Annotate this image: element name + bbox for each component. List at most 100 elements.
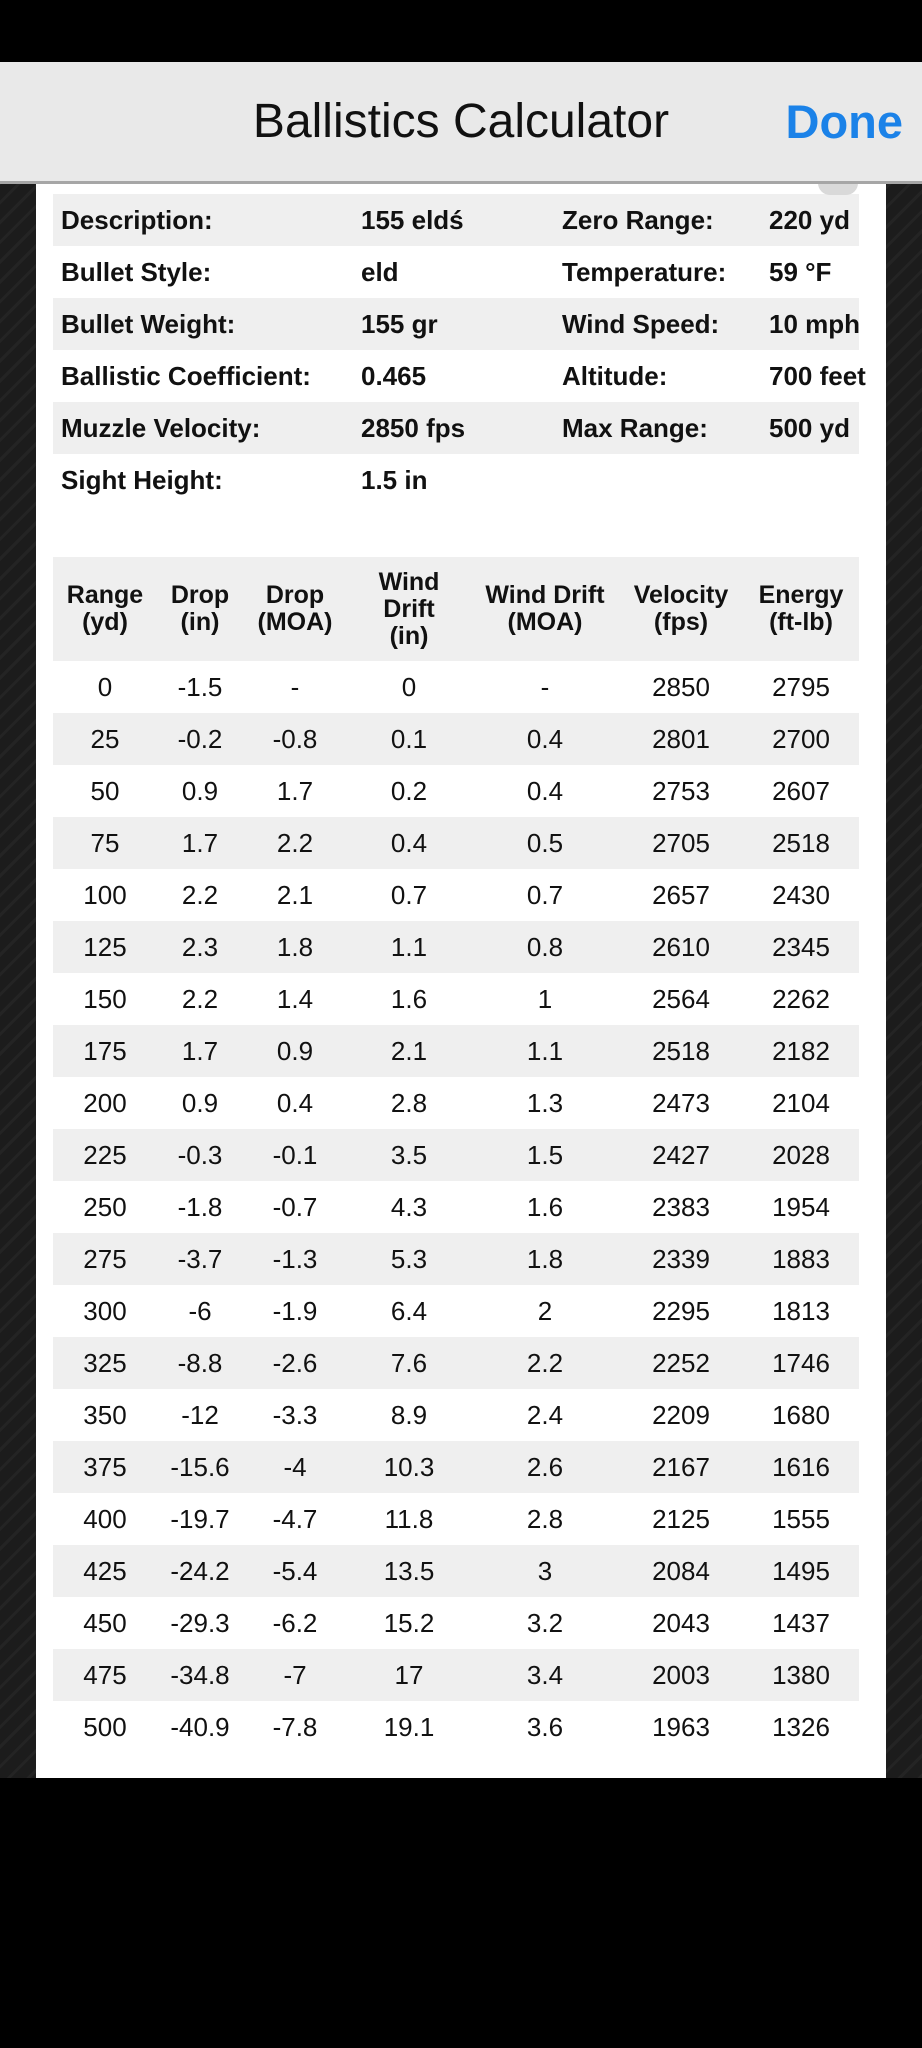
done-button[interactable]: Done	[785, 95, 904, 148]
cell-velocity: 2383	[652, 1192, 710, 1222]
cell-drop-in: -1.8	[177, 1192, 223, 1222]
summary-label: Altitude:	[562, 361, 668, 391]
cell-wind-drift-in: 8.9	[390, 1400, 428, 1430]
cell-velocity: 2518	[652, 1036, 710, 1066]
cell-energy: 2262	[772, 984, 830, 1014]
cell-velocity: 2339	[652, 1244, 710, 1274]
table-row: 450 -29.3 -6.2 15.2 3.2 2043 1437	[53, 1597, 859, 1649]
cell-drop-in: -15.6	[170, 1452, 230, 1482]
column-header-range: Range (yd)	[66, 581, 144, 636]
cell-drop-in: -34.8	[170, 1660, 230, 1690]
cell-energy: 1813	[772, 1296, 830, 1326]
cell-wind-drift-moa: 3.6	[526, 1712, 564, 1742]
table-row: 125 2.3 1.8 1.1 0.8 2610 2345	[53, 921, 859, 973]
cell-wind-drift-moa: 0.4	[526, 724, 564, 754]
cell-drop-in: -6	[188, 1296, 212, 1326]
cell-wind-drift-moa: 2.8	[526, 1504, 564, 1534]
ballistics-table: Range (yd) Drop (in) Drop (MOA) Wind Drift …	[53, 557, 859, 1753]
cell-drop-moa: -2.6	[272, 1348, 318, 1378]
cell-energy: 2518	[772, 828, 830, 858]
cell-velocity: 2209	[652, 1400, 710, 1430]
summary-row: Muzzle Velocity: 2850 fps Max Range: 500 yd	[53, 402, 859, 454]
cell-wind-drift-in: 3.5	[390, 1140, 428, 1170]
cell-drop-moa: -4	[283, 1452, 307, 1482]
cell-energy: 1437	[772, 1608, 830, 1638]
cell-energy: 1380	[772, 1660, 830, 1690]
table-row: 75 1.7 2.2 0.4 0.5 2705 2518	[53, 817, 859, 869]
cell-wind-drift-moa: 0.5	[526, 828, 564, 858]
cell-velocity: 2167	[652, 1452, 710, 1482]
cell-wind-drift-moa: 1.8	[526, 1244, 564, 1274]
summary-row: Bullet Style: eld Temperature: 59 °F	[53, 246, 859, 298]
cell-wind-drift-in: 13.5	[383, 1556, 435, 1586]
table-row: 175 1.7 0.9 2.1 1.1 2518 2182	[53, 1025, 859, 1077]
sheet-handle[interactable]	[818, 183, 858, 195]
cell-energy: 1616	[772, 1452, 830, 1482]
cell-drop-in: -1.5	[177, 672, 223, 702]
cell-velocity: 2801	[652, 724, 710, 754]
summary-label: Bullet Style:	[61, 257, 212, 287]
summary-row: Description: 155 eldś Zero Range: 220 yd	[53, 194, 859, 246]
table-row: 400 -19.7 -4.7 11.8 2.8 2125 1555	[53, 1493, 859, 1545]
cell-drop-moa: -4.7	[272, 1504, 318, 1534]
cell-velocity: 2003	[652, 1660, 710, 1690]
status-bar	[0, 0, 922, 62]
table-row: 350 -12 -3.3 8.9 2.4 2209 1680	[53, 1389, 859, 1441]
cell-wind-drift-moa: 2.2	[526, 1348, 564, 1378]
cell-range: 275	[83, 1244, 127, 1274]
cell-wind-drift-moa: 1.3	[526, 1088, 564, 1118]
cell-drop-in: -12	[181, 1400, 219, 1430]
cell-drop-in: 1.7	[181, 828, 219, 858]
cell-wind-drift-in: 15.2	[383, 1608, 435, 1638]
cell-velocity: 2705	[652, 828, 710, 858]
bottom-area	[0, 1778, 922, 2048]
cell-wind-drift-in: 5.3	[390, 1244, 428, 1274]
cell-wind-drift-moa: 0.4	[526, 776, 564, 806]
cell-wind-drift-moa: 1	[537, 984, 553, 1014]
summary-label: Ballistic Coefficient:	[61, 361, 311, 391]
table-row: 50 0.9 1.7 0.2 0.4 2753 2607	[53, 765, 859, 817]
table-body: 0 -1.5 - 0 - 2850 2795 25 -0.2 -0.8 0.1 0.4 2801 2700…	[53, 661, 859, 1753]
cell-drop-in: -0.2	[177, 724, 223, 754]
table-row: 375 -15.6 -4 10.3 2.6 2167 1616	[53, 1441, 859, 1493]
cell-range: 150	[83, 984, 127, 1014]
cell-wind-drift-moa: 3	[537, 1556, 553, 1586]
cell-wind-drift-moa: 3.4	[526, 1660, 564, 1690]
cell-energy: 2104	[772, 1088, 830, 1118]
summary-label: Zero Range:	[562, 205, 714, 235]
cell-range: 100	[83, 880, 127, 910]
cell-energy: 2607	[772, 776, 830, 806]
cell-energy: 2700	[772, 724, 830, 754]
cell-drop-moa: -6.2	[272, 1608, 318, 1638]
cell-velocity: 1963	[652, 1712, 710, 1742]
column-header-wind-drift-in: Wind Drift (in)	[378, 567, 440, 650]
summary-label: Max Range:	[562, 413, 708, 443]
cell-drop-in: 1.7	[181, 1036, 219, 1066]
summary-label: Bullet Weight:	[61, 309, 236, 339]
summary-label: Muzzle Velocity:	[61, 413, 261, 443]
cell-velocity: 2125	[652, 1504, 710, 1534]
table-row: 150 2.2 1.4 1.6 1 2564 2262	[53, 973, 859, 1025]
summary-value: 1.5 in	[361, 465, 428, 495]
table-row: 500 -40.9 -7.8 19.1 3.6 1963 1326	[53, 1701, 859, 1753]
column-header-energy: Energy (ft-lb)	[758, 581, 844, 636]
cell-drop-moa: 0.9	[276, 1036, 314, 1066]
cell-wind-drift-moa: 1.1	[526, 1036, 564, 1066]
cell-wind-drift-moa: 0.8	[526, 932, 564, 962]
cell-range: 500	[83, 1712, 127, 1742]
cell-wind-drift-in: 0	[401, 672, 417, 702]
summary-table: Description: 155 eldś Zero Range: 220 yd Bul…	[53, 194, 866, 506]
table-row: 200 0.9 0.4 2.8 1.3 2473 2104	[53, 1077, 859, 1129]
cell-drop-moa: 0.4	[276, 1088, 314, 1118]
summary-value: 220 yd	[769, 205, 850, 235]
cell-range: 400	[83, 1504, 127, 1534]
column-header-drop-moa: Drop (MOA)	[257, 581, 333, 636]
ballistics-sheet[interactable]: Description: 155 eldś Zero Range: 220 yd Bul…	[36, 180, 886, 1778]
cell-range: 325	[83, 1348, 127, 1378]
cell-range: 450	[83, 1608, 127, 1638]
cell-range: 300	[83, 1296, 127, 1326]
summary-row: Sight Height: 1.5 in	[53, 454, 859, 506]
cell-drop-moa: 2.1	[276, 880, 314, 910]
cell-range: 0	[97, 672, 113, 702]
cell-wind-drift-moa: 1.6	[526, 1192, 564, 1222]
